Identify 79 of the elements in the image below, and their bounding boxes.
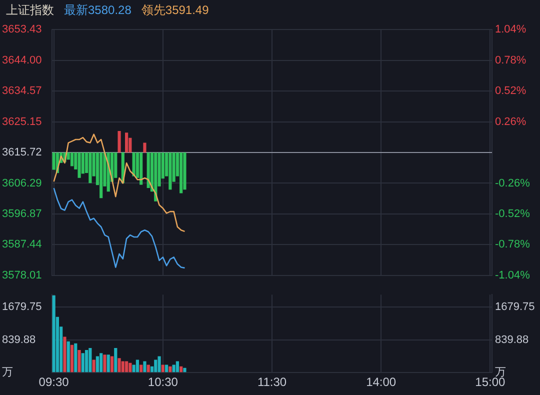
x-tick-label: 09:30 [38, 375, 70, 390]
y2-tick-label: -0.26% [495, 177, 530, 190]
bar [74, 343, 78, 372]
bar [168, 366, 172, 372]
bar [110, 356, 114, 372]
y-tick-label: 3596.87 [2, 208, 42, 220]
bar [140, 152, 143, 185]
bar [180, 366, 183, 372]
bar [103, 354, 106, 372]
x-tick-label: 11:30 [257, 375, 287, 390]
bar [81, 353, 84, 372]
bar [143, 142, 146, 152]
bar [78, 152, 81, 178]
y2-tick-label: 0.52% [495, 85, 526, 98]
bar [100, 152, 103, 198]
bar [165, 364, 168, 372]
bar [88, 348, 92, 372]
bar [106, 354, 110, 372]
bar [183, 368, 186, 372]
y2-tick-label: 839.88 [495, 334, 529, 346]
bar [146, 364, 150, 372]
bar [143, 361, 146, 372]
bar [114, 348, 118, 372]
bar [96, 356, 99, 372]
y-tick-label: 3634.57 [2, 85, 42, 98]
y-tick-label: 3625.15 [2, 116, 42, 128]
y2-tick-label: -0.52% [495, 208, 530, 220]
bar [66, 341, 70, 372]
bar [154, 360, 158, 372]
bar [114, 152, 118, 178]
text: 最新3580.28 [64, 2, 132, 18]
y2-tick-label: -1.04% [495, 269, 530, 282]
bar [88, 152, 92, 184]
bar [63, 336, 66, 372]
text: 领先3591.49 [141, 2, 209, 18]
y2-tick-label: 0.78% [495, 54, 526, 66]
bar [70, 344, 74, 372]
bar [52, 152, 56, 170]
bar [118, 130, 121, 152]
bar [125, 132, 128, 152]
y2-tick-label: 0.26% [495, 116, 526, 128]
bar [70, 152, 74, 166]
y2-tick-label: 万 [495, 366, 506, 379]
y-tick-label: 3578.01 [2, 269, 42, 282]
bar [128, 362, 132, 372]
bar [172, 364, 176, 372]
bar [78, 350, 81, 372]
x-tick-label: 10:30 [148, 375, 178, 390]
bar [158, 356, 161, 372]
bar [183, 152, 186, 190]
y-tick-label: 839.88 [2, 334, 36, 346]
bar [118, 358, 121, 372]
x-tick-label: 14:00 [366, 375, 396, 390]
bar [121, 361, 124, 372]
y-tick-label: 3644.00 [2, 54, 42, 66]
bar [140, 364, 143, 372]
bar [81, 152, 84, 174]
bar [125, 361, 128, 372]
y2-tick-label: 1679.75 [495, 301, 535, 314]
y2-tick-label: 1.04% [495, 24, 526, 36]
bar [180, 152, 183, 194]
y-tick-label: 1679.75 [2, 301, 42, 314]
bar [161, 364, 164, 372]
bar [176, 361, 179, 372]
y-tick-label: 3653.43 [2, 24, 42, 36]
bar [92, 360, 96, 372]
bar [146, 152, 150, 188]
chart-title: 上证指数 [6, 2, 54, 18]
y-tick-label: 3615.72 [2, 146, 42, 159]
y-tick-label: 万 [2, 366, 13, 379]
bar [100, 353, 103, 372]
bar [85, 350, 88, 372]
bar [132, 152, 136, 176]
y2-tick-label: -0.78% [495, 238, 530, 251]
bar [168, 152, 172, 190]
bar [154, 152, 158, 202]
y-tick-label: 3587.44 [2, 238, 42, 251]
bar [136, 360, 139, 372]
y-tick-label: 3606.29 [2, 177, 42, 190]
